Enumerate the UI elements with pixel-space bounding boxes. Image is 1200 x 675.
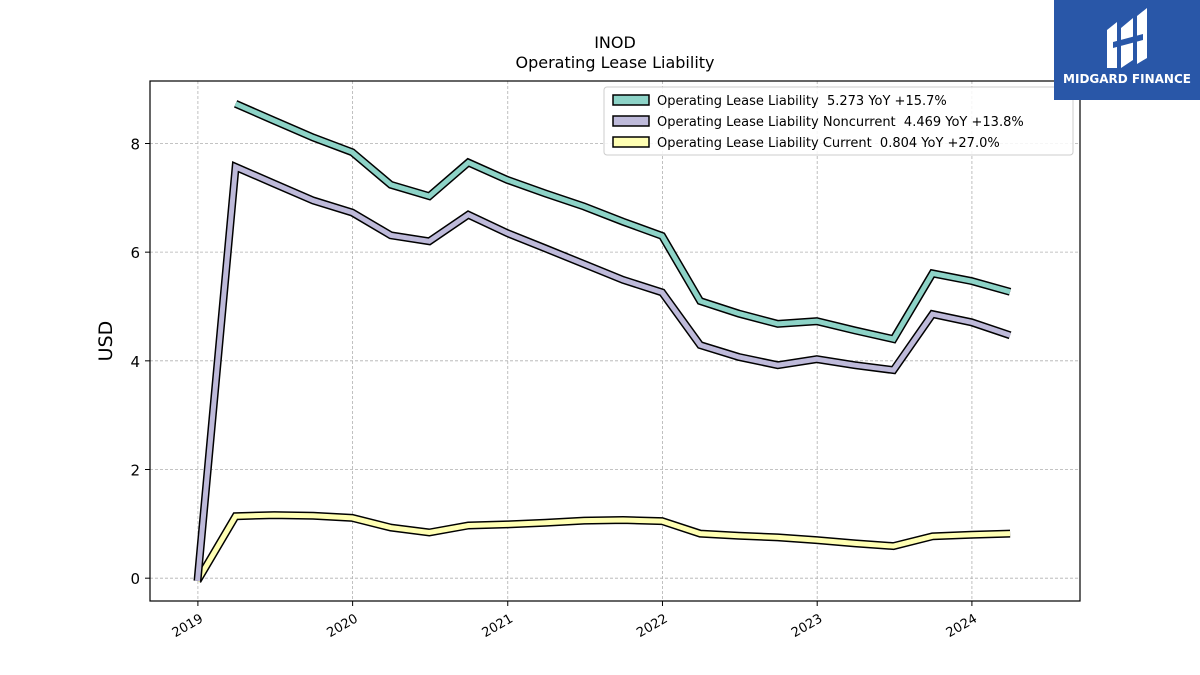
x-tick-label: 2023: [789, 611, 825, 641]
y-axis-label: USD: [95, 321, 117, 362]
y-tick-label: 8: [130, 135, 140, 153]
x-tick-label: 2021: [480, 611, 516, 641]
chart-title: INOD: [594, 33, 636, 52]
legend-swatch: [612, 94, 650, 106]
x-tick-label: 2022: [634, 611, 670, 641]
x-tick-label: 2019: [170, 611, 206, 641]
legend-box: [603, 86, 1074, 156]
logo-text: MIDGARD FINANCE: [1063, 72, 1191, 86]
y-axis-ticks: 0 2 4 6 8: [130, 135, 150, 588]
x-tick-label: 2024: [944, 611, 980, 641]
y-tick-label: 6: [130, 244, 140, 262]
legend-label: Operating Lease Liability Current 0.804 …: [657, 136, 1000, 151]
legend-swatch: [612, 115, 650, 127]
series-lines: [193, 100, 1012, 583]
series-line: [234, 101, 1011, 342]
series-line: [195, 512, 1011, 583]
x-tick-label: 2020: [324, 611, 360, 641]
plot-frame: [149, 80, 1081, 602]
legend: Operating Lease Liability 5.273 YoY +15.…: [603, 86, 1074, 156]
chart-subtitle: Operating Lease Liability: [515, 53, 714, 72]
legend-label: Operating Lease Liability 5.273 YoY +15.…: [657, 94, 947, 109]
y-tick-label: 0: [130, 570, 140, 588]
legend-swatch: [612, 136, 650, 148]
y-tick-label: 4: [130, 353, 140, 371]
y-tick-label: 2: [130, 462, 140, 480]
series-line: [195, 163, 1011, 582]
brand-logo: MIDGARD FINANCE: [1054, 0, 1200, 100]
legend-label: Operating Lease Liability Noncurrent 4.4…: [657, 115, 1024, 130]
midgard-logo-icon: [1107, 8, 1147, 68]
x-axis-ticks: 2019 2020 2021 2022 2023 2024: [170, 601, 980, 641]
